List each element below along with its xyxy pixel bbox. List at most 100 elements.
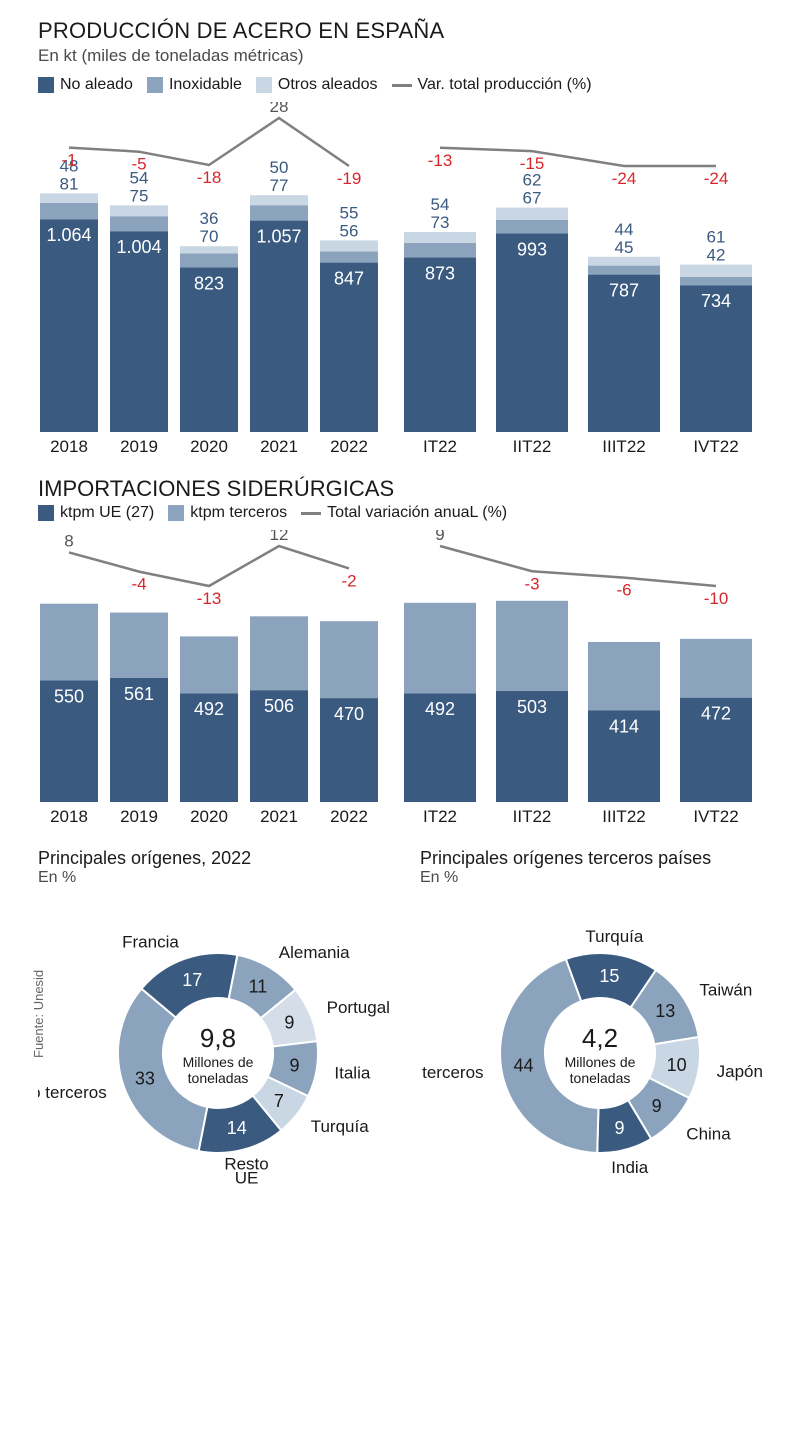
svg-text:42: 42 xyxy=(707,246,726,265)
svg-text:12: 12 xyxy=(270,530,289,544)
svg-text:-13: -13 xyxy=(197,589,222,608)
svg-text:1.064: 1.064 xyxy=(46,225,91,245)
svg-text:toneladas: toneladas xyxy=(188,1070,249,1086)
svg-text:506: 506 xyxy=(264,696,294,716)
svg-text:-24: -24 xyxy=(612,169,637,188)
source-label: Fuente: Unesid xyxy=(31,970,46,1058)
svg-text:33: 33 xyxy=(135,1069,155,1089)
svg-text:310: 310 xyxy=(610,623,638,642)
svg-text:492: 492 xyxy=(425,699,455,719)
svg-text:10: 10 xyxy=(667,1055,687,1075)
svg-text:1.057: 1.057 xyxy=(256,227,301,247)
svg-text:67: 67 xyxy=(523,189,542,208)
svg-text:61: 61 xyxy=(707,228,726,247)
svg-text:Turquía: Turquía xyxy=(311,1117,370,1136)
pies-row: Fuente: Unesid Principales orígenes, 202… xyxy=(38,848,778,1198)
svg-text:334: 334 xyxy=(265,597,293,616)
svg-text:550: 550 xyxy=(54,686,84,706)
svg-text:-10: -10 xyxy=(704,589,729,608)
svg-text:IIIT22: IIIT22 xyxy=(602,437,645,456)
svg-text:847: 847 xyxy=(334,269,364,289)
svg-text:62: 62 xyxy=(523,171,542,190)
svg-text:56: 56 xyxy=(340,221,359,240)
section2-chart-annual: 5503475612964922575063344703488-4-1312-2… xyxy=(38,530,380,834)
svg-text:Francia: Francia xyxy=(122,933,179,952)
svg-text:-2: -2 xyxy=(341,571,356,590)
svg-text:44: 44 xyxy=(513,1055,533,1075)
svg-text:36: 36 xyxy=(200,209,219,228)
svg-text:Alemania: Alemania xyxy=(279,943,350,962)
svg-text:2021: 2021 xyxy=(260,807,298,826)
svg-text:9,8: 9,8 xyxy=(200,1023,236,1053)
svg-text:993: 993 xyxy=(517,239,547,259)
svg-text:9: 9 xyxy=(284,1013,294,1033)
svg-text:2018: 2018 xyxy=(50,437,88,456)
svg-text:8: 8 xyxy=(64,531,73,550)
svg-text:2022: 2022 xyxy=(330,807,368,826)
svg-text:IVT22: IVT22 xyxy=(693,437,738,456)
svg-text:414: 414 xyxy=(609,716,639,736)
svg-text:Italia: Italia xyxy=(334,1063,370,1082)
svg-text:561: 561 xyxy=(124,684,154,704)
svg-text:409: 409 xyxy=(426,584,454,603)
pie-right-title: Principales orígenes terceros países xyxy=(420,848,780,869)
section1-title: PRODUCCIÓN DE ACERO EN ESPAÑA xyxy=(38,18,778,44)
svg-text:470: 470 xyxy=(334,704,364,724)
pie-right-subtitle: En % xyxy=(420,869,780,887)
svg-text:Resto terceros: Resto terceros xyxy=(38,1083,107,1102)
svg-text:Taiwán: Taiwán xyxy=(699,980,752,999)
svg-text:9: 9 xyxy=(615,1118,625,1138)
svg-text:-1: -1 xyxy=(61,151,76,170)
svg-text:44: 44 xyxy=(615,220,634,239)
svg-text:9: 9 xyxy=(435,530,444,544)
svg-text:50: 50 xyxy=(270,158,289,177)
pie-left-chart: 17Francia11Alemania9Portugal9Italia7Turq… xyxy=(38,893,398,1193)
pie-left-subtitle: En % xyxy=(38,869,398,887)
svg-text:503: 503 xyxy=(517,697,547,717)
svg-text:2020: 2020 xyxy=(190,807,228,826)
svg-text:257: 257 xyxy=(195,617,223,636)
svg-text:2019: 2019 xyxy=(120,437,158,456)
section1-charts: 1.06448811.004547582336701.0575077847555… xyxy=(38,102,778,464)
svg-text:-19: -19 xyxy=(337,169,362,188)
svg-text:7: 7 xyxy=(274,1091,284,1111)
svg-text:-3: -3 xyxy=(524,574,539,593)
pie-right-col: Principales orígenes terceros países En … xyxy=(420,848,780,1198)
svg-text:IIT22: IIT22 xyxy=(513,437,552,456)
section2-legend: ktpm UE (27)ktpm tercerosTotal variación… xyxy=(38,504,778,522)
svg-text:Portugal: Portugal xyxy=(327,998,390,1017)
pie-left-col: Principales orígenes, 2022 En % 17Franci… xyxy=(38,848,398,1198)
svg-text:-15: -15 xyxy=(520,154,545,173)
svg-text:-4: -4 xyxy=(131,575,146,594)
svg-text:IT22: IT22 xyxy=(423,807,457,826)
svg-text:14: 14 xyxy=(227,1118,247,1138)
svg-text:China: China xyxy=(686,1124,731,1143)
svg-text:472: 472 xyxy=(701,704,731,724)
svg-text:873: 873 xyxy=(425,263,455,283)
svg-text:-24: -24 xyxy=(704,169,729,188)
svg-text:UE: UE xyxy=(235,1168,259,1187)
svg-text:17: 17 xyxy=(182,970,202,990)
svg-text:IVT22: IVT22 xyxy=(693,807,738,826)
section2-chart-quarterly: 4924095034074143104722669-3-6-10IT22IIT2… xyxy=(402,530,754,834)
svg-text:823: 823 xyxy=(194,273,224,293)
svg-text:2021: 2021 xyxy=(260,437,298,456)
svg-text:15: 15 xyxy=(599,966,619,986)
svg-text:-13: -13 xyxy=(428,151,453,170)
svg-text:toneladas: toneladas xyxy=(570,1070,631,1086)
svg-text:-18: -18 xyxy=(197,168,222,187)
svg-text:54: 54 xyxy=(431,195,450,214)
svg-text:IIIT22: IIIT22 xyxy=(602,807,645,826)
svg-text:Resto terceros: Resto terceros xyxy=(420,1063,484,1082)
svg-text:296: 296 xyxy=(125,594,153,613)
svg-text:-6: -6 xyxy=(616,581,631,600)
svg-text:9: 9 xyxy=(652,1096,662,1116)
svg-text:28: 28 xyxy=(270,102,289,116)
svg-text:77: 77 xyxy=(270,176,289,195)
svg-text:4,2: 4,2 xyxy=(582,1023,618,1053)
svg-text:1.004: 1.004 xyxy=(116,237,161,257)
svg-text:IT22: IT22 xyxy=(423,437,457,456)
svg-text:348: 348 xyxy=(335,602,363,621)
svg-text:IIT22: IIT22 xyxy=(513,807,552,826)
svg-text:2020: 2020 xyxy=(190,437,228,456)
